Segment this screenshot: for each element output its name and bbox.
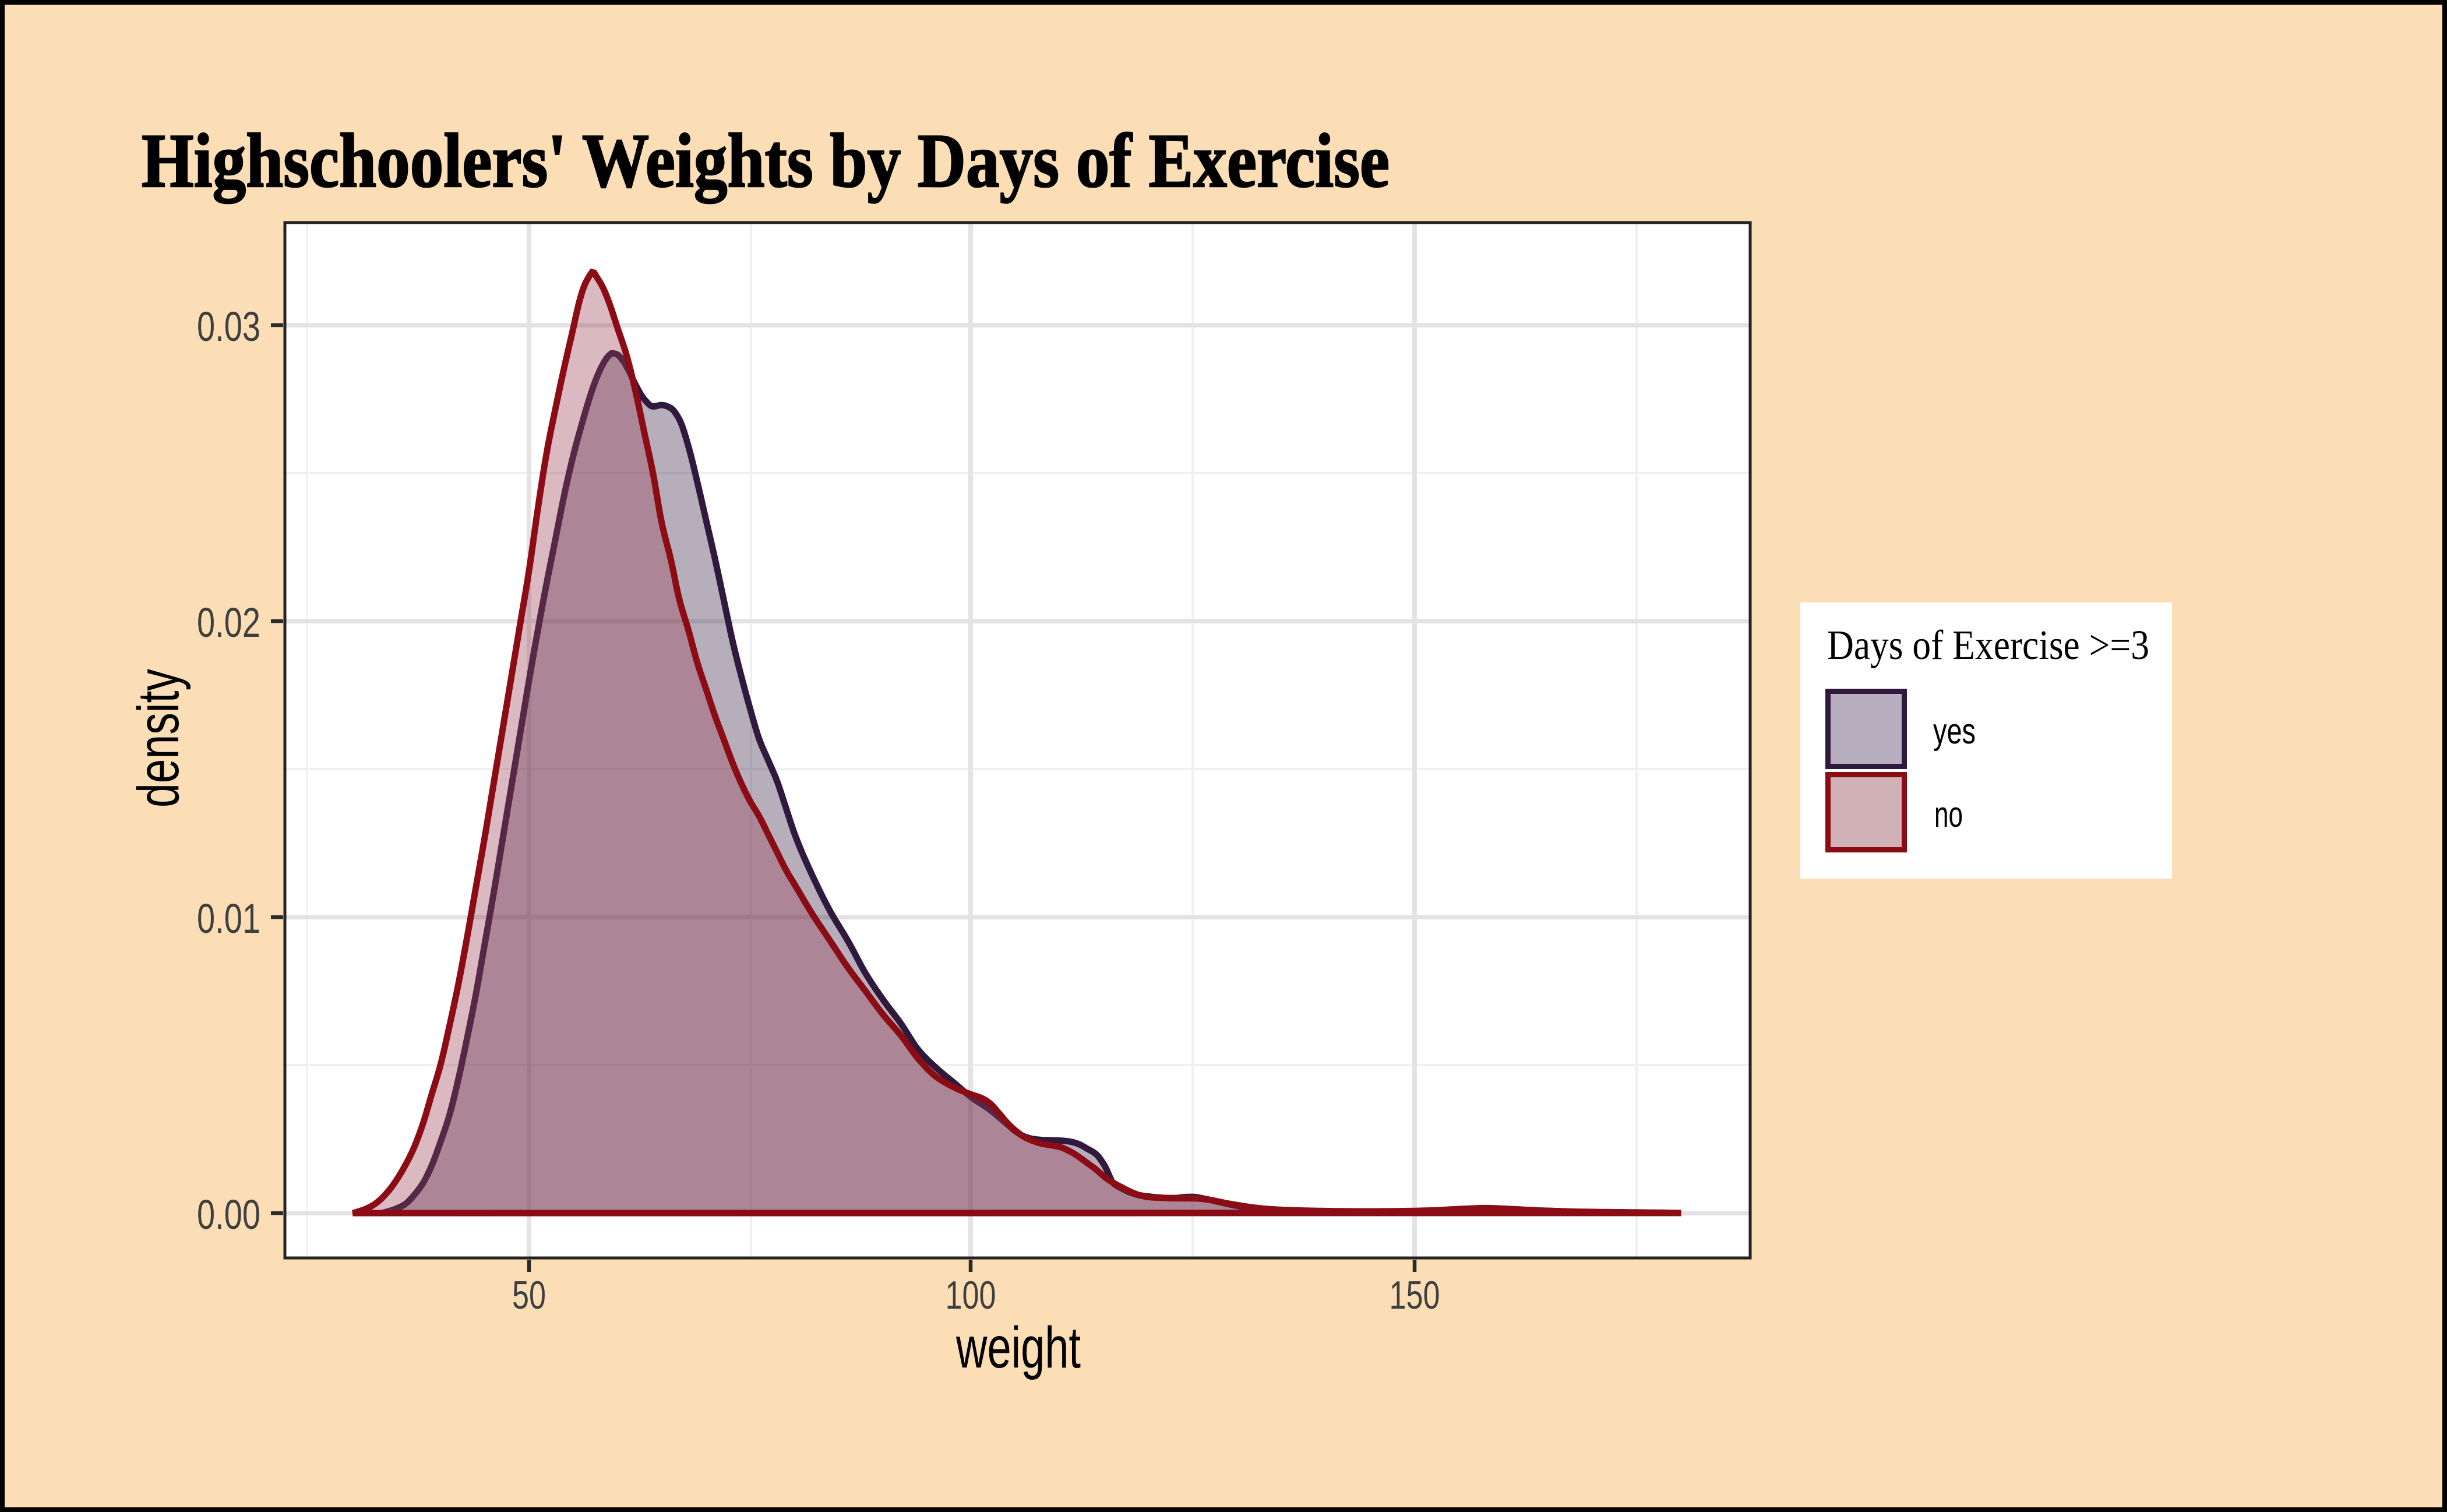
svg-text:150: 150 bbox=[1390, 1273, 1440, 1317]
svg-text:weight: weight bbox=[955, 1315, 1081, 1380]
svg-text:0.00: 0.00 bbox=[197, 1192, 260, 1238]
svg-text:0.03: 0.03 bbox=[197, 304, 260, 350]
svg-text:density: density bbox=[126, 669, 191, 808]
svg-text:100: 100 bbox=[946, 1273, 996, 1317]
svg-text:0.02: 0.02 bbox=[197, 600, 260, 646]
svg-text:50: 50 bbox=[512, 1273, 546, 1317]
svg-text:0.01: 0.01 bbox=[197, 896, 260, 942]
svg-text:Highschoolers' Weights by Days: Highschoolers' Weights by Days of Exerci… bbox=[142, 118, 1390, 203]
svg-text:no: no bbox=[1934, 795, 1963, 835]
svg-text:Days of Exercise >=3: Days of Exercise >=3 bbox=[1827, 622, 2149, 668]
svg-text:yes: yes bbox=[1933, 711, 1976, 752]
